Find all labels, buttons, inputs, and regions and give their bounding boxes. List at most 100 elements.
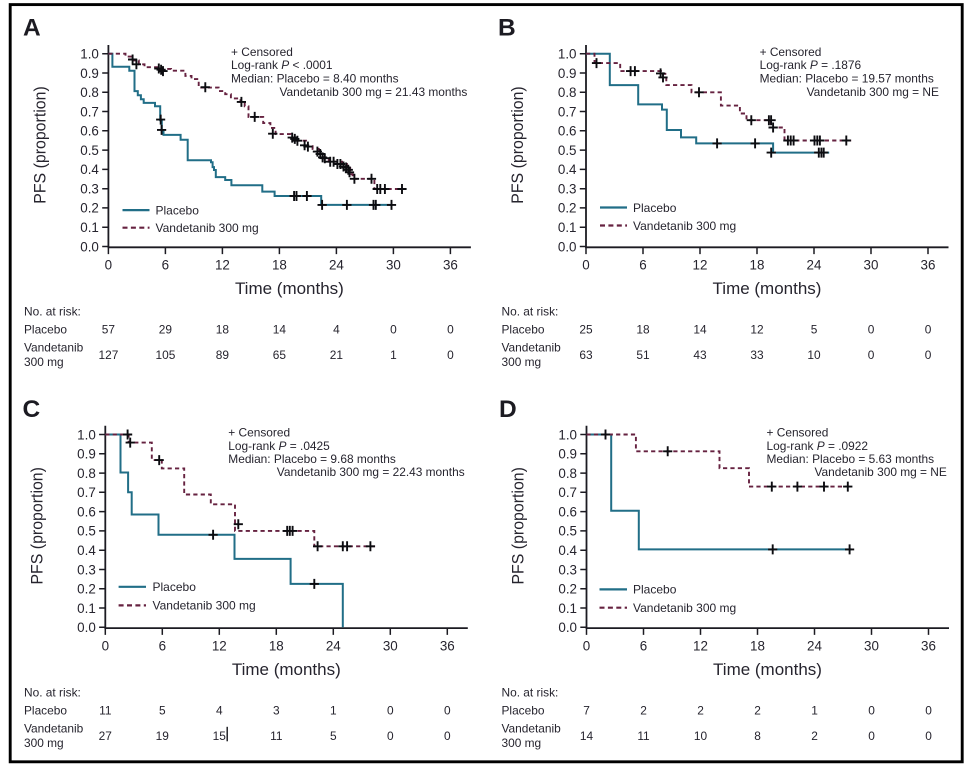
svg-text:C: C xyxy=(23,396,41,423)
svg-text:5: 5 xyxy=(159,703,166,717)
svg-text:0.9: 0.9 xyxy=(77,447,96,462)
svg-text:5: 5 xyxy=(330,729,337,743)
svg-text:0.1: 0.1 xyxy=(80,220,99,235)
svg-text:0.4: 0.4 xyxy=(77,543,96,558)
svg-text:0.5: 0.5 xyxy=(558,143,577,158)
svg-text:18: 18 xyxy=(269,639,284,654)
svg-text:PFS (proportion): PFS (proportion) xyxy=(31,86,50,204)
svg-text:0: 0 xyxy=(925,729,932,743)
svg-text:A: A xyxy=(23,15,41,42)
svg-text:D: D xyxy=(499,396,517,423)
svg-text:0.1: 0.1 xyxy=(77,601,96,616)
svg-text:1.0: 1.0 xyxy=(80,47,99,62)
svg-text:0.5: 0.5 xyxy=(80,143,99,158)
svg-text:4: 4 xyxy=(333,323,340,337)
svg-text:Placebo: Placebo xyxy=(502,703,545,717)
svg-text:2: 2 xyxy=(754,703,761,717)
svg-text:300 mg: 300 mg xyxy=(24,355,64,369)
svg-text:15: 15 xyxy=(213,729,227,743)
svg-text:0.0: 0.0 xyxy=(77,620,96,635)
svg-text:No. at risk:: No. at risk: xyxy=(24,305,81,319)
svg-text:0: 0 xyxy=(925,703,932,717)
svg-text:11: 11 xyxy=(99,703,112,717)
svg-text:Vandetanib 300 mg = NE: Vandetanib 300 mg = NE xyxy=(815,465,947,479)
svg-text:0: 0 xyxy=(390,323,397,337)
svg-text:12: 12 xyxy=(693,258,708,273)
svg-text:PFS (proportion): PFS (proportion) xyxy=(509,467,528,585)
svg-text:Median: Placebo = 8.40 months: Median: Placebo = 8.40 months xyxy=(231,72,399,86)
svg-text:Time (months): Time (months) xyxy=(235,279,344,298)
svg-text:8: 8 xyxy=(754,729,761,743)
svg-text:24: 24 xyxy=(807,639,822,654)
svg-text:2: 2 xyxy=(697,703,704,717)
svg-text:0.0: 0.0 xyxy=(80,239,99,254)
svg-text:12: 12 xyxy=(750,323,764,337)
svg-text:12: 12 xyxy=(212,639,227,654)
svg-text:PFS (proportion): PFS (proportion) xyxy=(27,467,46,585)
svg-text:0: 0 xyxy=(868,323,875,337)
svg-text:19: 19 xyxy=(156,729,170,743)
svg-text:2: 2 xyxy=(811,729,818,743)
svg-text:36: 36 xyxy=(440,639,455,654)
svg-text:No. at risk:: No. at risk: xyxy=(502,685,559,699)
svg-text:0.8: 0.8 xyxy=(80,85,99,100)
svg-text:0.9: 0.9 xyxy=(558,447,577,462)
svg-text:0: 0 xyxy=(925,323,932,337)
svg-text:24: 24 xyxy=(807,258,822,273)
svg-text:30: 30 xyxy=(383,639,398,654)
svg-text:6: 6 xyxy=(639,258,646,273)
svg-text:57: 57 xyxy=(102,323,116,337)
svg-text:18: 18 xyxy=(750,639,765,654)
svg-text:0.2: 0.2 xyxy=(80,201,99,216)
svg-text:Placebo: Placebo xyxy=(24,323,67,337)
svg-text:10: 10 xyxy=(807,348,821,362)
svg-text:0: 0 xyxy=(102,639,109,654)
svg-text:Vandetanib: Vandetanib xyxy=(502,721,562,735)
svg-text:0: 0 xyxy=(582,258,589,273)
svg-text:43: 43 xyxy=(693,348,707,362)
svg-text:0: 0 xyxy=(387,703,394,717)
svg-text:18: 18 xyxy=(636,323,650,337)
svg-text:Median: Placebo = 9.68 months: Median: Placebo = 9.68 months xyxy=(228,452,396,466)
svg-text:0: 0 xyxy=(444,729,451,743)
svg-text:89: 89 xyxy=(216,348,230,362)
svg-text:0.1: 0.1 xyxy=(558,601,577,616)
svg-text:Vandetanib: Vandetanib xyxy=(24,721,84,735)
svg-text:Vandetanib 300 mg: Vandetanib 300 mg xyxy=(153,599,256,613)
svg-text:Placebo: Placebo xyxy=(156,203,200,217)
svg-text:33: 33 xyxy=(750,348,764,362)
svg-text:1: 1 xyxy=(390,348,397,362)
svg-text:0.6: 0.6 xyxy=(77,504,96,519)
svg-text:Placebo: Placebo xyxy=(502,323,545,337)
svg-text:Placebo: Placebo xyxy=(633,583,677,597)
svg-text:+ Censored: + Censored xyxy=(231,45,293,59)
svg-text:105: 105 xyxy=(155,348,175,362)
svg-text:0: 0 xyxy=(925,348,932,362)
svg-text:0.0: 0.0 xyxy=(558,620,577,635)
svg-text:0: 0 xyxy=(447,348,454,362)
svg-text:Log-rank P = .0922: Log-rank P = .0922 xyxy=(767,439,869,453)
svg-text:+ Censored: + Censored xyxy=(228,426,290,440)
svg-text:B: B xyxy=(498,15,516,42)
svg-text:0: 0 xyxy=(583,639,590,654)
svg-text:0.3: 0.3 xyxy=(558,562,577,577)
svg-text:0: 0 xyxy=(444,703,451,717)
svg-text:300 mg: 300 mg xyxy=(24,736,64,750)
svg-text:65: 65 xyxy=(273,348,287,362)
svg-text:2: 2 xyxy=(640,703,647,717)
svg-text:0.7: 0.7 xyxy=(558,485,577,500)
svg-text:36: 36 xyxy=(921,639,936,654)
svg-text:0: 0 xyxy=(387,729,394,743)
svg-text:18: 18 xyxy=(272,258,287,273)
svg-text:Placebo: Placebo xyxy=(24,703,67,717)
svg-text:0.1: 0.1 xyxy=(558,220,577,235)
svg-text:PFS (proportion): PFS (proportion) xyxy=(508,86,527,204)
svg-text:30: 30 xyxy=(386,258,401,273)
svg-text:0.4: 0.4 xyxy=(558,162,577,177)
svg-text:11: 11 xyxy=(637,729,650,743)
svg-text:21: 21 xyxy=(330,348,344,362)
svg-text:1.0: 1.0 xyxy=(558,47,577,62)
svg-text:Log-rank P < .0001: Log-rank P < .0001 xyxy=(231,58,333,72)
svg-text:Log-rank P = .0425: Log-rank P = .0425 xyxy=(228,439,330,453)
svg-text:0.7: 0.7 xyxy=(77,485,96,500)
